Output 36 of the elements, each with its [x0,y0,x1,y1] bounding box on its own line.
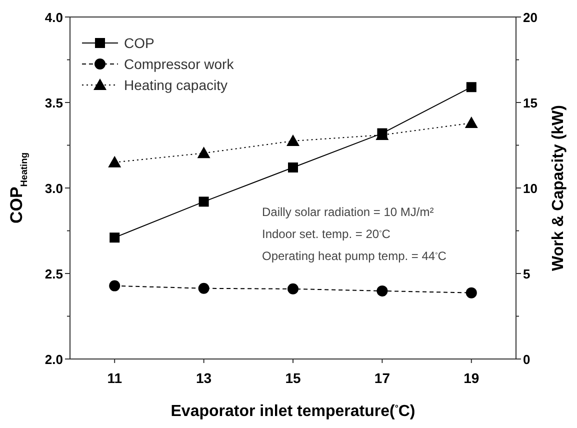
point [464,116,478,128]
point [110,232,120,243]
x-tick-label: 17 [374,370,390,386]
legend-label: COP [124,35,154,51]
x-axis-title: Evaporator inlet temperature($^{°}$C) [170,403,416,420]
point [288,283,298,294]
annotation: Operating heat pump temp. = 44$^{°}$C [262,249,447,263]
y-tick-label: 3.5 [44,96,63,110]
legend-label: Compressor work [124,56,235,72]
y2-axis-title: Work & Capacity (kW) [550,105,567,271]
y-tick-label: 2.0 [44,352,63,367]
y2-tick-label: 10 [523,181,538,196]
y2-tick-label: 20 [523,10,538,25]
x-tick-label: 15 [285,370,301,386]
x-tick-label: 19 [464,370,480,386]
point [198,196,209,207]
y-tick-label: 2.5 [44,266,63,282]
y2-tick-label: 15 [523,96,538,110]
point [288,162,298,172]
point [376,285,388,296]
point [286,134,300,146]
legend-label: Heating capacity [124,77,228,93]
y2-tick-label: 5 [523,266,530,282]
y2-tick-label: 0 [523,352,530,367]
y-tick-label: 4.0 [44,10,63,25]
point [197,146,210,158]
annotation: Dailly solar radiation = 10 MJ/m² [262,205,434,219]
point [108,156,122,168]
point [198,282,210,294]
point [466,287,477,298]
x-tick-label: 11 [107,370,122,386]
point [466,82,476,92]
point [109,280,120,292]
annotation: Indoor set. temp. = 20$^{°}$C [262,227,391,241]
y-tick-label: 3.0 [44,181,63,196]
x-tick-label: 13 [196,370,212,386]
